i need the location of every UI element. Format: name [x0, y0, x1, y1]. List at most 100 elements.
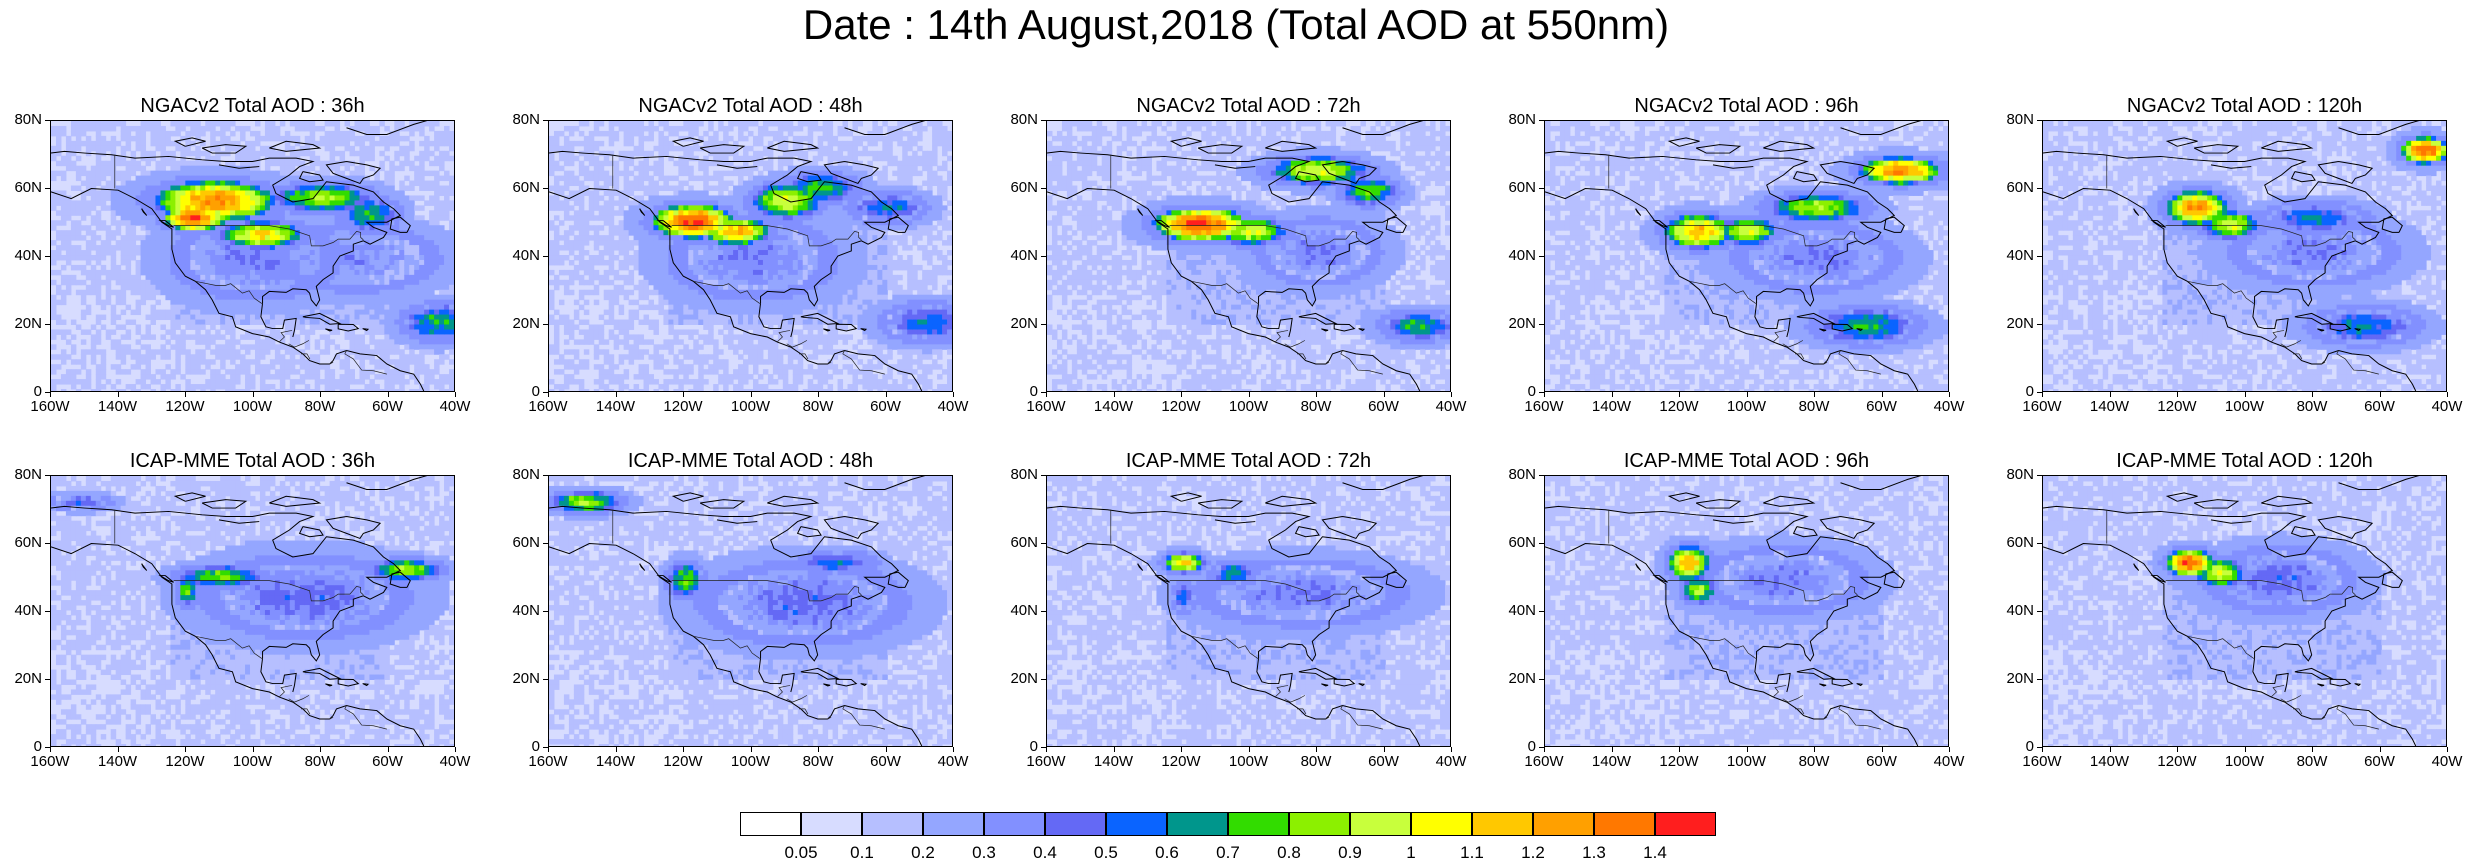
aod-cell: [339, 190, 346, 196]
aod-cell: [299, 150, 306, 157]
aod-cell: [245, 304, 251, 311]
aod-cell: [170, 369, 176, 375]
aod-cell: [703, 170, 709, 177]
aod-cell: [394, 195, 400, 201]
aod-cell: [349, 190, 355, 196]
aod-cell: [304, 195, 311, 201]
aod-cell: [294, 140, 301, 147]
aod-cell: [374, 269, 380, 276]
aod-cell: [279, 235, 286, 241]
aod-cell: [598, 225, 605, 231]
aod-cell: [269, 175, 276, 182]
aod-cell: [160, 334, 166, 340]
aod-cell: [60, 195, 67, 201]
aod-cell: [354, 125, 360, 132]
aod-cell: [120, 369, 127, 375]
aod-cell: [354, 195, 360, 201]
aod-cell: [449, 180, 454, 187]
aod-cell: [195, 130, 201, 137]
aod-cell: [245, 170, 251, 177]
aod-cell: [70, 235, 77, 241]
aod-cell: [264, 150, 271, 157]
aod-cell: [324, 190, 331, 196]
aod-cell: [230, 374, 236, 380]
aod-cell: [688, 195, 694, 201]
aod-cell: [200, 250, 206, 256]
aod-cell: [319, 309, 326, 316]
aod-cell: [75, 389, 82, 391]
aod-cell: [384, 294, 390, 301]
aod-cell: [653, 225, 659, 231]
aod-cell: [120, 250, 127, 256]
aod-cell: [608, 240, 615, 246]
aod-cell: [130, 255, 137, 261]
aod-cell: [289, 389, 296, 391]
aod-cell: [439, 349, 445, 355]
aod-cell: [180, 279, 186, 286]
aod-cell: [618, 374, 625, 380]
aod-cell: [205, 215, 211, 221]
aod-cell: [558, 175, 565, 182]
aod-cell: [683, 349, 689, 355]
aod-cell: [309, 230, 316, 236]
aod-cell: [235, 195, 241, 201]
aod-cell: [269, 324, 276, 330]
aod-cell: [110, 125, 117, 132]
aod-cell: [324, 205, 331, 211]
aod-cell: [299, 289, 306, 296]
aod-cell: [314, 240, 321, 246]
aod-cell: [563, 349, 570, 355]
aod-cell: [289, 240, 296, 246]
aod-cell: [225, 175, 231, 182]
aod-cell: [404, 299, 410, 306]
aod-cell: [170, 269, 176, 276]
aod-cell: [419, 284, 425, 291]
aod-cell: [230, 235, 236, 241]
aod-cell: [613, 175, 620, 182]
aod-cell: [588, 205, 595, 211]
aod-cell: [394, 359, 400, 365]
aod-cell: [140, 150, 147, 157]
aod-cell: [359, 210, 365, 216]
aod-cell: [713, 349, 719, 355]
aod-cell: [95, 369, 102, 375]
aod-cell: [319, 170, 326, 177]
aod-cell: [60, 334, 67, 340]
aod-cell: [364, 279, 370, 286]
aod-cell: [374, 210, 380, 216]
aod-cell: [254, 359, 261, 365]
aod-cell: [349, 269, 355, 276]
aod-cell: [708, 235, 714, 241]
aod-cell: [95, 165, 102, 172]
aod-cell: [593, 255, 600, 261]
aod-cell: [658, 215, 664, 221]
aod-cell: [698, 210, 704, 216]
aod-cell: [553, 344, 560, 350]
aod-cell: [608, 354, 615, 360]
aod-cell: [693, 255, 699, 261]
aod-cell: [130, 274, 137, 281]
aod-cell: [254, 121, 261, 127]
aod-cell: [220, 259, 226, 266]
aod-cell: [150, 259, 156, 266]
aod-cell: [673, 200, 679, 206]
aod-cell: [235, 289, 241, 296]
aod-cell: [304, 329, 311, 335]
aod-cell: [140, 384, 147, 390]
aod-cell: [359, 324, 365, 330]
aod-cell: [723, 319, 729, 325]
aod-cell: [245, 384, 251, 390]
aod-cell: [289, 205, 296, 211]
aod-cell: [309, 269, 316, 276]
aod-cell: [225, 185, 231, 191]
aod-cell: [419, 240, 425, 246]
aod-cell: [444, 190, 450, 196]
aod-cell: [135, 195, 142, 201]
aod-cell: [384, 145, 390, 152]
aod-cell: [299, 125, 306, 132]
aod-cell: [100, 121, 107, 127]
aod-cell: [409, 121, 415, 127]
aod-cell: [85, 185, 92, 191]
aod-cell: [185, 245, 191, 251]
aod-cell: [693, 269, 699, 276]
